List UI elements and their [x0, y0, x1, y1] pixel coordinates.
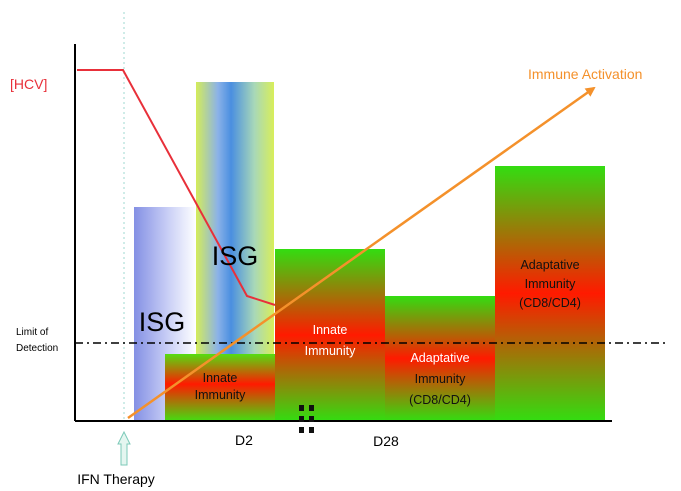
adaptive-immunity-low-bar	[385, 296, 495, 421]
adaptive-immunity-low-label-1: Adaptative	[410, 351, 469, 365]
innate-immunity-low-bar	[165, 354, 275, 421]
hcv-label: [HCV]	[10, 76, 47, 92]
limit-of-detection-label-line2: Detection	[16, 343, 58, 354]
innate-immunity-low-label-1: Innate	[203, 371, 238, 385]
adaptive-immunity-low-label-3: (CD8/CD4)	[409, 393, 471, 407]
limit-of-detection-label-line1: Limit of	[16, 327, 48, 338]
innate-immunity-mid-label-1: Innate	[313, 323, 348, 337]
d28-label: D28	[373, 433, 399, 449]
immune-activation-arrow	[127, 86, 596, 420]
adaptive-immunity-high-label-3: (CD8/CD4)	[519, 296, 581, 310]
ifn-therapy-label: IFN Therapy	[77, 471, 155, 487]
adaptive-immunity-high-label-1: Adaptative	[520, 258, 579, 272]
isg-small-label: ISG	[139, 307, 186, 337]
innate-immunity-mid-bar	[275, 249, 385, 421]
innate-immunity-low-label-2: Immunity	[195, 388, 246, 402]
immune-activation-label: Immune Activation	[528, 66, 642, 82]
adaptive-immunity-low-label-2: Immunity	[415, 372, 466, 386]
axis-break-marks	[299, 405, 314, 433]
d2-label: D2	[235, 432, 253, 448]
hcv-line	[77, 69, 276, 306]
innate-immunity-mid-label-2: Immunity	[305, 344, 356, 358]
adaptive-immunity-high-label-2: Immunity	[525, 277, 576, 291]
adaptive-immunity-high-bar	[495, 166, 605, 421]
isg-large-label: ISG	[212, 241, 259, 271]
ifn-therapy-arrow-icon	[117, 430, 131, 466]
